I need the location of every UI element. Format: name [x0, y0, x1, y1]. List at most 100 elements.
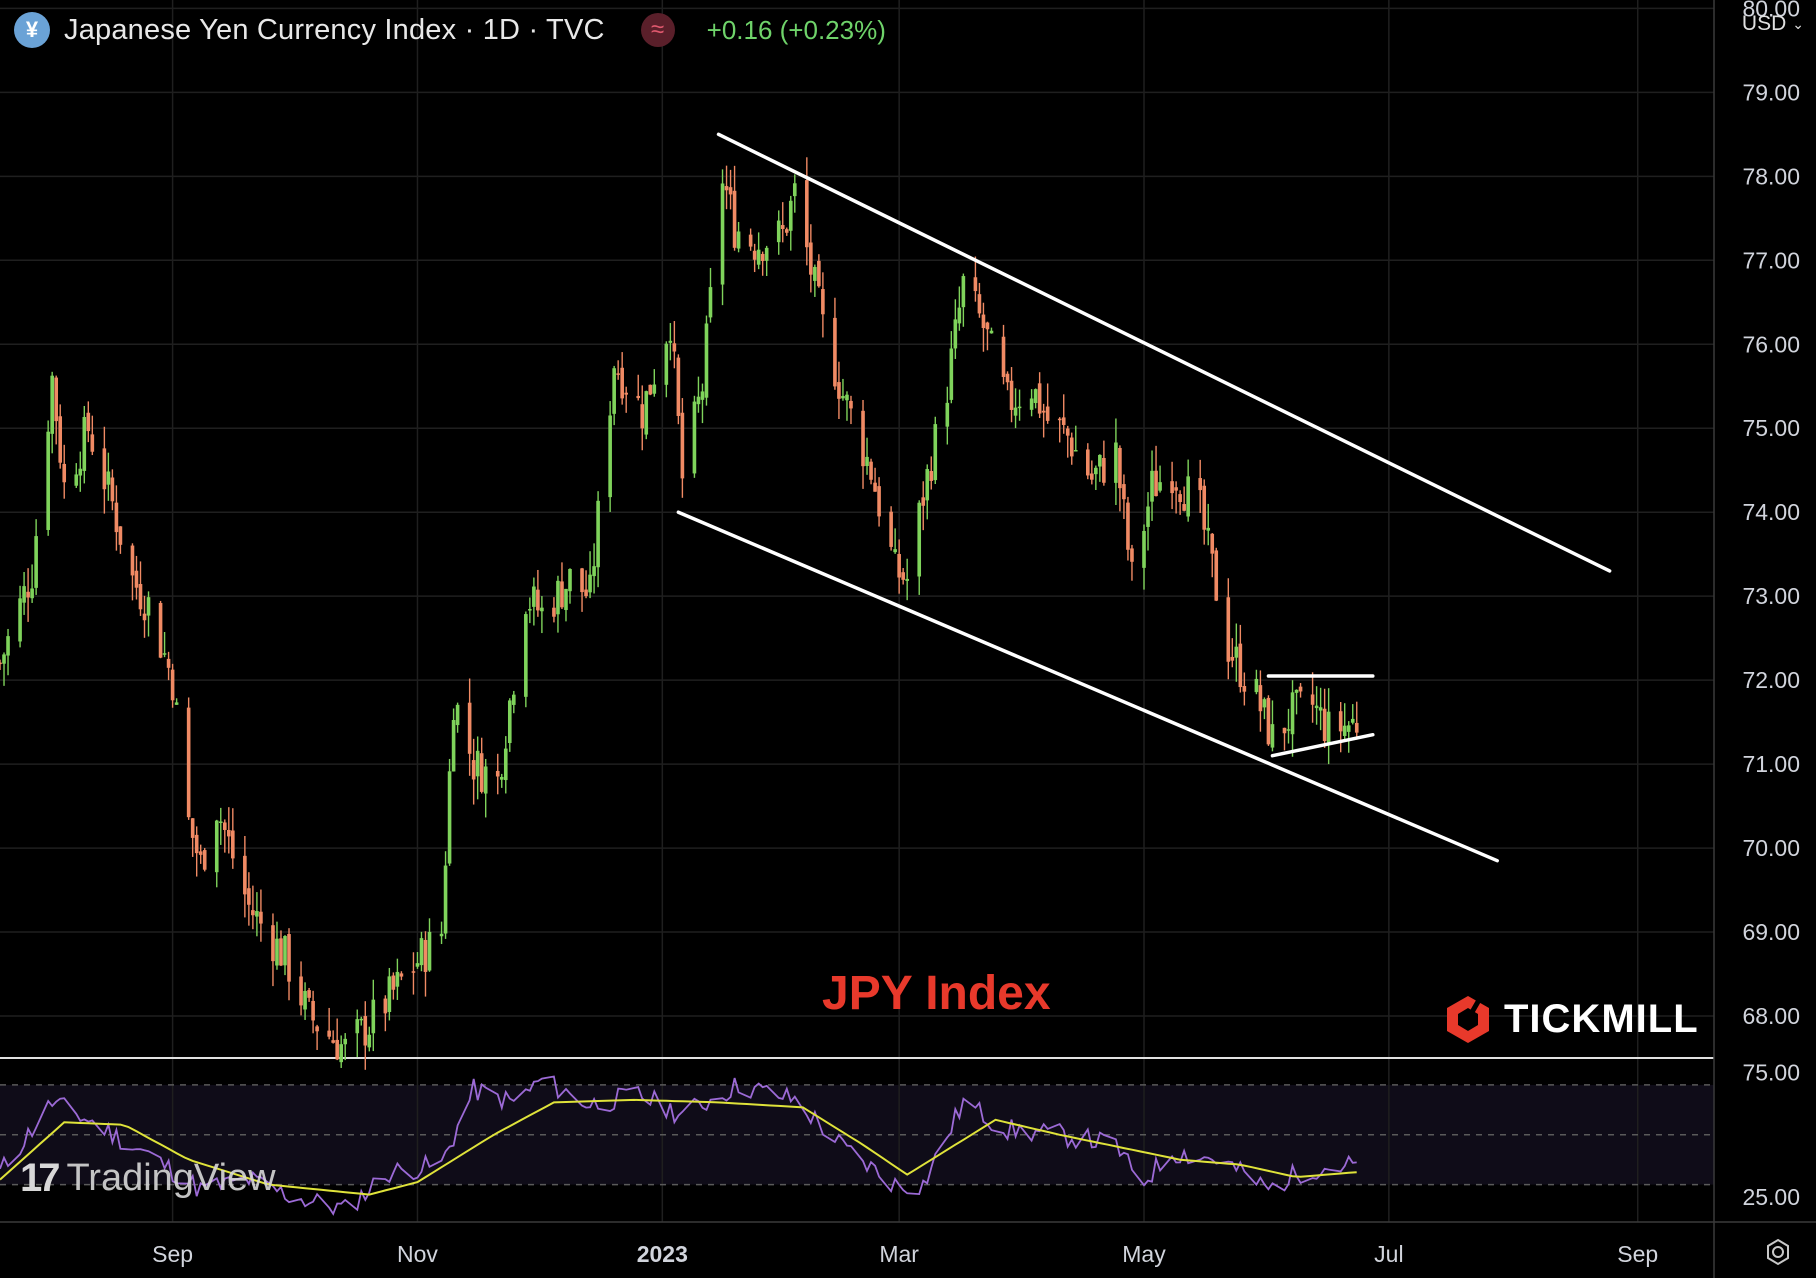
price-tick-label: 73.00	[1742, 583, 1800, 609]
candle	[612, 365, 616, 426]
candle	[166, 651, 171, 681]
candle	[784, 227, 789, 236]
wave-indicator-icon[interactable]: ≈	[640, 13, 675, 47]
candle-body	[359, 1018, 364, 1021]
candle	[664, 341, 669, 398]
candle-body	[1009, 380, 1014, 410]
candle	[1174, 481, 1178, 514]
symbol-title[interactable]: Japanese Yen Currency Index · 1D · TVC	[64, 13, 605, 46]
candle-body	[218, 821, 223, 823]
candle-body	[556, 580, 560, 615]
candle	[110, 469, 115, 511]
candle	[214, 819, 219, 888]
candle	[724, 165, 729, 210]
candle	[419, 931, 424, 972]
currency-selector[interactable]: USD ⌄	[1742, 12, 1804, 36]
candle-body	[158, 602, 163, 658]
candle	[222, 819, 227, 853]
candle	[1126, 496, 1130, 561]
candle	[1086, 443, 1090, 480]
candle-body	[532, 586, 536, 607]
candle	[134, 555, 139, 600]
candle-body	[1338, 711, 1343, 732]
price-tick-label: 72.00	[1742, 667, 1800, 693]
candle	[1290, 680, 1295, 757]
candle	[1170, 461, 1174, 510]
candle-body	[1142, 530, 1146, 568]
candle	[355, 1009, 360, 1058]
candle	[315, 1024, 319, 1050]
candle	[1009, 367, 1014, 423]
candle	[86, 401, 91, 443]
candle-body	[1266, 697, 1271, 745]
candle-body	[1118, 447, 1122, 489]
candle-body	[869, 461, 873, 480]
time-tick-label: Sep	[152, 1241, 193, 1267]
price-tick-label: 77.00	[1742, 247, 1800, 273]
tradingview-name: TradingView	[66, 1157, 276, 1199]
candle	[307, 987, 311, 1002]
candle-body	[877, 486, 881, 517]
rsi-line	[0, 1075, 1357, 1216]
candle	[174, 698, 179, 705]
candle-body	[371, 999, 376, 1034]
candle	[873, 467, 877, 492]
candle-body	[387, 976, 392, 1012]
candle	[1270, 700, 1275, 752]
candle	[415, 952, 420, 969]
candle-body	[190, 818, 195, 838]
settings-gear-icon[interactable]	[1764, 1238, 1792, 1266]
candle-body	[1294, 689, 1299, 693]
candle-body	[186, 707, 191, 818]
candle-body	[1238, 643, 1243, 688]
candle	[271, 913, 275, 987]
candle	[1198, 459, 1203, 513]
candle-body	[495, 770, 500, 777]
candle-body	[724, 186, 729, 191]
candle	[1262, 697, 1267, 720]
candle-body	[331, 1040, 335, 1043]
candle	[837, 361, 841, 419]
candle	[287, 928, 291, 1001]
candle	[1266, 695, 1271, 746]
candle	[331, 1030, 335, 1044]
candle	[809, 224, 813, 293]
candle	[142, 595, 147, 638]
candle	[728, 169, 733, 210]
candle	[849, 395, 853, 425]
candle-body	[845, 394, 849, 401]
candle	[158, 600, 163, 659]
candle-body	[134, 570, 139, 588]
grid-lines	[0, 0, 1714, 1222]
candle	[692, 395, 697, 478]
candle	[1338, 701, 1343, 753]
candle	[259, 889, 263, 942]
price-tick-label: 68.00	[1742, 1003, 1800, 1029]
candle-body	[339, 1044, 344, 1063]
candle-body	[676, 357, 681, 416]
candle-body	[901, 572, 905, 580]
candle-body	[760, 253, 765, 261]
candle	[568, 568, 572, 604]
candle	[1065, 425, 1070, 458]
candle-body	[511, 694, 516, 705]
currency-label: USD	[1741, 12, 1787, 35]
candle	[118, 526, 123, 554]
candle	[503, 736, 508, 794]
candle-body	[1230, 656, 1235, 661]
candle	[343, 1033, 348, 1061]
candle	[977, 282, 982, 318]
candle-body	[222, 822, 227, 830]
candle	[973, 256, 978, 302]
candle-body	[1210, 533, 1215, 554]
candle	[1090, 460, 1094, 485]
candle	[945, 386, 950, 445]
candle-body	[1005, 373, 1010, 383]
candle-body	[893, 549, 897, 553]
candle	[1130, 544, 1134, 581]
candle-body	[620, 367, 624, 399]
candle	[1318, 687, 1323, 731]
candle-body	[439, 933, 444, 937]
time-tick-label: 2023	[637, 1241, 688, 1267]
